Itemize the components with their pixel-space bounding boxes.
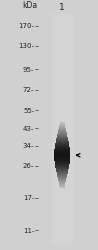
Text: 1: 1: [59, 3, 65, 12]
Text: kDa: kDa: [22, 1, 37, 10]
Bar: [52, 14, 72, 245]
